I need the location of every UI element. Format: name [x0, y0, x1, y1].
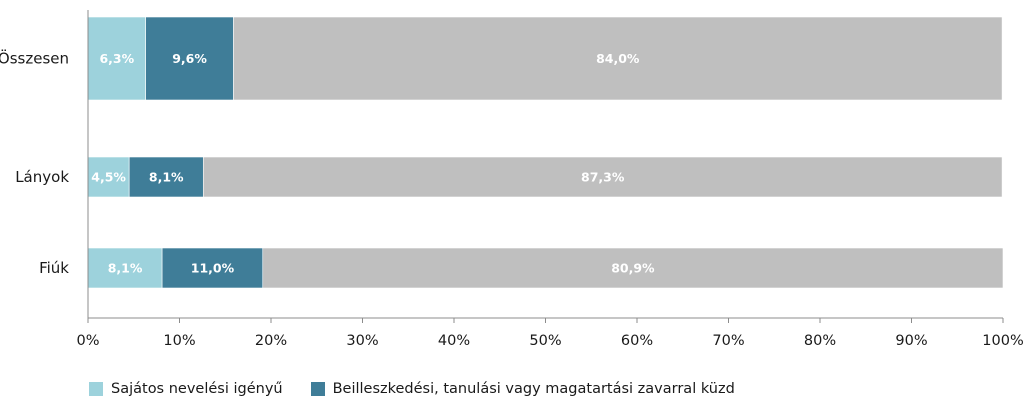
- bar-segment: [128, 156, 204, 198]
- bar-segment: [87, 156, 130, 198]
- x-tick-label: 0%: [76, 333, 99, 349]
- bar-segment: [145, 16, 234, 101]
- data-label: 80,9%: [611, 261, 655, 276]
- data-label: 11,0%: [191, 261, 235, 276]
- x-tick-label: 100%: [982, 333, 1023, 349]
- bar-segment: [87, 16, 146, 101]
- data-label: 87,3%: [581, 170, 625, 185]
- x-tick-label: 50%: [529, 333, 561, 349]
- legend-item-sni: Sajátos nevelési igényű: [89, 381, 283, 397]
- x-tick-label: 90%: [895, 333, 927, 349]
- category-label: Lányok: [15, 168, 69, 186]
- x-tick-label: 10%: [163, 333, 195, 349]
- data-label: 84,0%: [596, 51, 640, 66]
- x-tick-label: 80%: [804, 333, 836, 349]
- bar-segment: [262, 247, 1004, 289]
- x-tick-label: 60%: [621, 333, 653, 349]
- legend-swatch-sni: [89, 382, 103, 396]
- data-label: 6,3%: [99, 51, 134, 66]
- bar-segment: [202, 156, 1003, 198]
- x-tick-label: 30%: [346, 333, 378, 349]
- legend-item-btm: Beilleszkedési, tanulási vagy magatartás…: [310, 381, 735, 397]
- data-label: 8,1%: [108, 261, 143, 276]
- bar-segment: [233, 16, 1003, 101]
- legend-swatch-btm: [310, 382, 325, 396]
- bar-segment: [161, 247, 264, 289]
- x-tick-label: 40%: [438, 333, 470, 349]
- category-label: Fiúk: [39, 259, 69, 277]
- bar-segment: [87, 247, 163, 289]
- data-label: 9,6%: [172, 51, 207, 66]
- legend-label-btm: Beilleszkedési, tanulási vagy magatartás…: [332, 381, 735, 397]
- legend-label-sni: Sajátos nevelési igényű: [111, 381, 283, 397]
- category-label: Összesen: [0, 49, 69, 68]
- data-label: 4,5%: [91, 170, 126, 185]
- legend: Sajátos nevelési igényű Beilleszkedési, …: [89, 381, 735, 397]
- data-label: 8,1%: [149, 170, 184, 185]
- x-tick-label: 20%: [255, 333, 287, 349]
- x-tick-label: 70%: [712, 333, 744, 349]
